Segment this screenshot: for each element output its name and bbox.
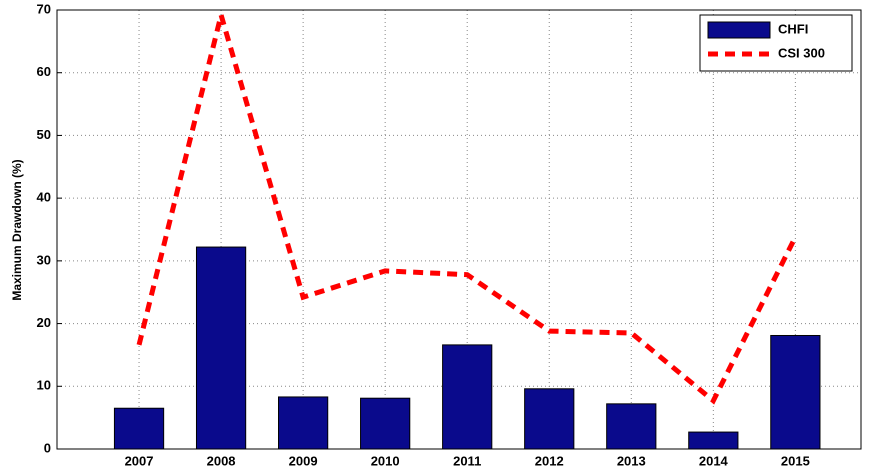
bar xyxy=(442,344,493,450)
y-tick-label: 10 xyxy=(37,378,51,393)
x-tick-label: 2011 xyxy=(453,453,481,468)
bar xyxy=(524,388,575,450)
y-tick-label: 50 xyxy=(37,127,51,142)
bar xyxy=(278,396,329,450)
y-tick-label: 30 xyxy=(37,252,51,267)
x-tick-label: 2009 xyxy=(289,453,318,468)
x-tick-label: 2014 xyxy=(699,453,729,468)
y-tick-label: 60 xyxy=(37,64,51,79)
line xyxy=(136,5,798,405)
legend-swatch xyxy=(707,21,771,39)
x-tick-label: 2007 xyxy=(125,453,154,468)
bar xyxy=(195,246,247,450)
plot-frame xyxy=(56,9,862,450)
y-tick-label: 70 xyxy=(37,1,51,16)
y-tick-label: 40 xyxy=(37,190,51,205)
bar xyxy=(113,407,165,450)
legend-label: CHFI xyxy=(778,21,808,36)
y-axis-label: Maximum Drawdown (%) xyxy=(10,159,24,300)
bar xyxy=(688,431,739,450)
y-tick-label: 0 xyxy=(44,440,51,455)
x-tick-label: 2013 xyxy=(617,453,646,468)
x-tick-label: 2008 xyxy=(207,453,236,468)
bar xyxy=(606,403,657,450)
x-tick-label: 2010 xyxy=(371,453,400,468)
bar xyxy=(360,397,411,450)
x-tick-label: 2015 xyxy=(781,453,810,468)
y-tick-label: 20 xyxy=(37,315,51,330)
bar xyxy=(770,334,821,450)
legend-label: CSI 300 xyxy=(778,45,825,60)
x-tick-label: 2012 xyxy=(535,453,564,468)
